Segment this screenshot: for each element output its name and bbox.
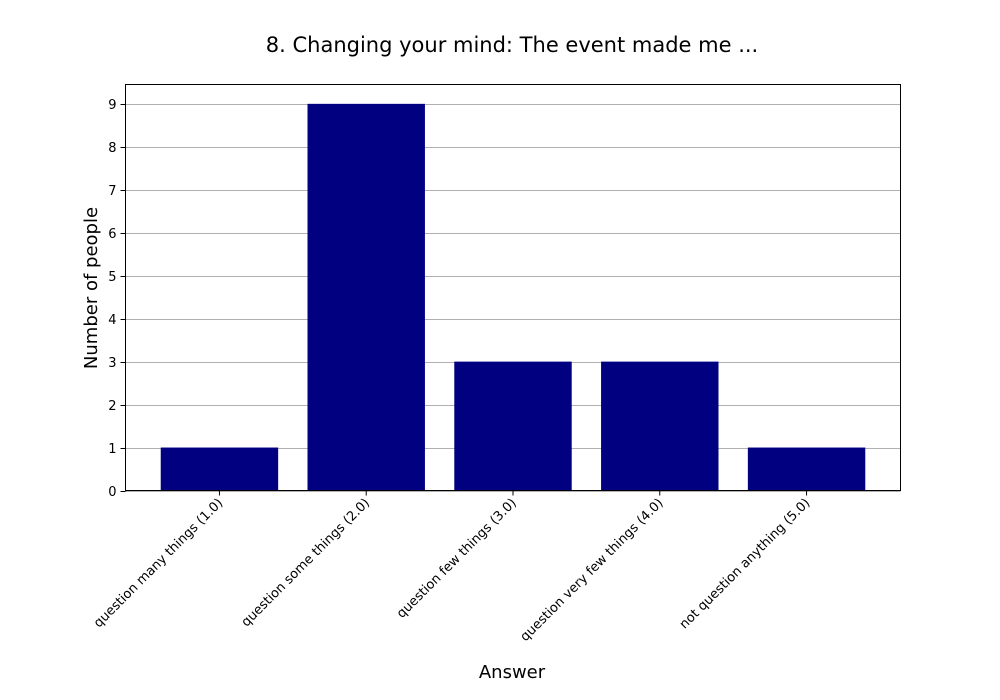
y-axis-label: Number of people [81,207,102,369]
y-tick-label: 2 [108,399,116,414]
x-ticks: question many things (1.0) question some … [91,490,813,645]
y-ticks: 0 1 2 3 4 5 6 7 8 9 [108,98,126,500]
y-tick-label: 0 [108,485,116,500]
y-tick-label: 4 [108,313,116,328]
y-tick-label: 7 [108,184,116,199]
x-tick-label: question some things (2.0) [239,496,373,630]
bar [307,103,425,491]
y-tick-label: 3 [108,356,116,371]
bar [747,447,866,491]
y-tick-label: 6 [108,227,116,242]
y-tick-label: 9 [108,98,116,113]
x-tick-label: question few things (3.0) [394,496,520,622]
bar [454,361,572,491]
x-tick-label: not question anything (5.0) [677,496,813,632]
x-tick-label: question many things (1.0) [91,496,226,631]
y-tick-label: 5 [108,270,116,285]
bar [160,447,279,491]
y-tick-label: 8 [108,141,116,156]
x-axis-label: Answer [479,662,546,683]
x-tick-label: question very few things (4.0) [518,496,667,645]
y-tick-label: 1 [108,442,116,457]
bar [601,361,719,491]
chart-title: 8. Changing your mind: The event made me… [265,33,759,57]
bar-layer [160,103,866,491]
